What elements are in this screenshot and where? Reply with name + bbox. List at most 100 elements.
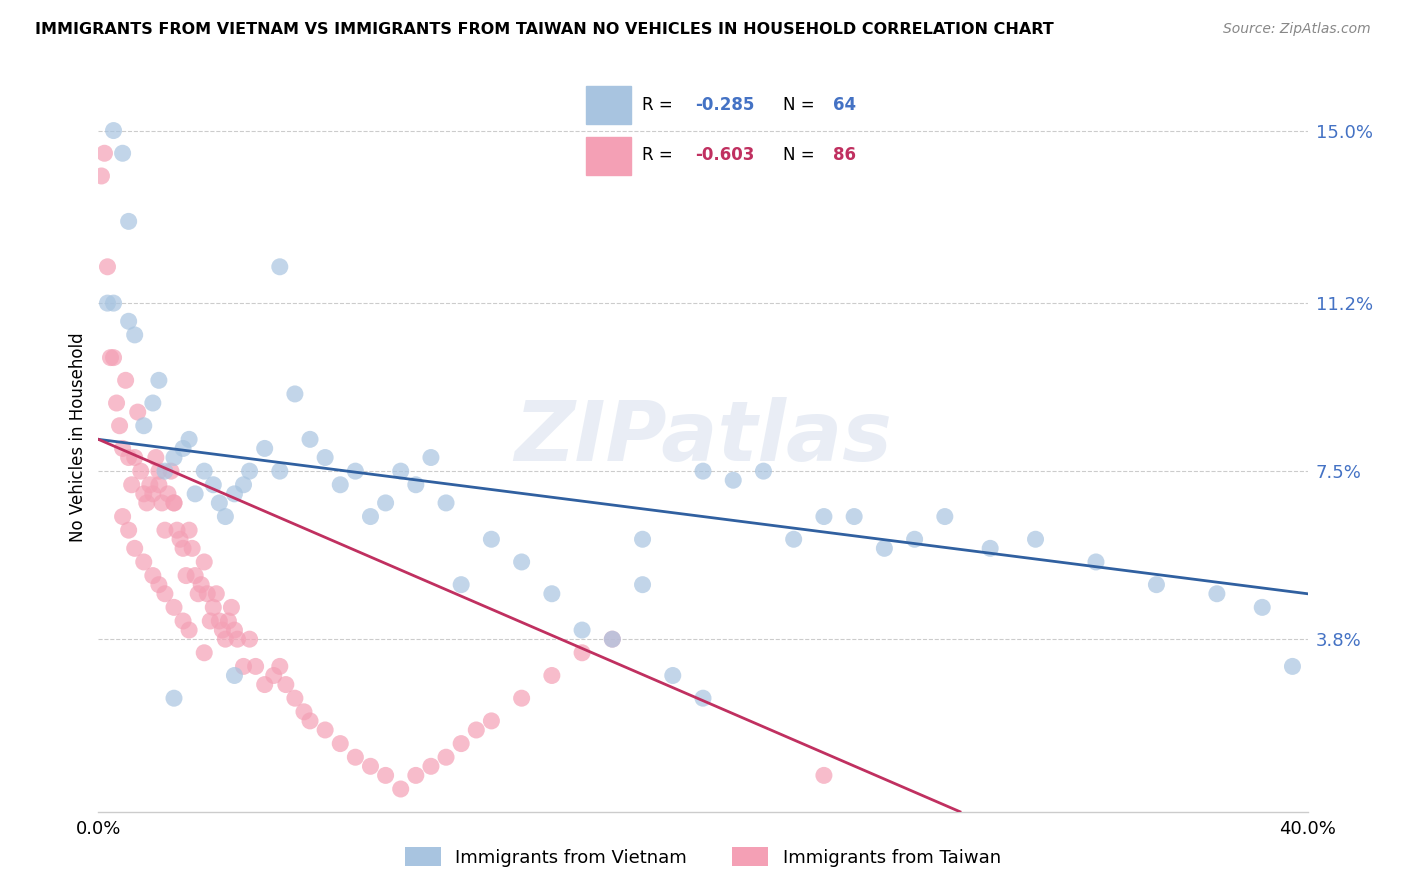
Point	[118, 314, 141, 328]
Point	[148, 373, 170, 387]
Point	[127, 405, 149, 419]
Point	[1144, 577, 1167, 591]
Point	[510, 555, 533, 569]
Point	[571, 623, 593, 637]
Point	[873, 541, 896, 556]
Point	[160, 464, 183, 478]
Point	[263, 668, 285, 682]
Point	[93, 146, 115, 161]
Point	[224, 668, 246, 682]
Point	[813, 509, 835, 524]
Point	[195, 587, 218, 601]
Point	[172, 614, 194, 628]
Point	[150, 496, 173, 510]
Point	[284, 691, 307, 706]
Point	[239, 464, 262, 478]
Point	[1024, 533, 1046, 547]
Point	[139, 477, 162, 491]
Point	[148, 577, 170, 591]
Point	[344, 464, 367, 478]
Point	[314, 723, 336, 737]
Point	[224, 487, 246, 501]
Point	[163, 450, 186, 465]
Point	[111, 146, 134, 161]
Point	[193, 464, 215, 478]
Point	[148, 464, 170, 478]
Point	[153, 587, 176, 601]
Point	[299, 433, 322, 447]
Point	[723, 473, 745, 487]
Point	[145, 450, 167, 465]
Point	[1281, 659, 1303, 673]
Point	[540, 668, 562, 682]
Text: ZIPatlas: ZIPatlas	[515, 397, 891, 477]
Point	[108, 418, 131, 433]
Point	[844, 509, 866, 524]
Point	[200, 614, 222, 628]
Point	[389, 782, 412, 797]
Point	[205, 587, 228, 601]
Point	[202, 600, 225, 615]
Point	[571, 646, 593, 660]
Point	[360, 759, 382, 773]
Point	[132, 555, 155, 569]
Point	[221, 600, 243, 615]
Point	[96, 296, 118, 310]
Point	[232, 477, 254, 491]
Point	[132, 418, 155, 433]
Point	[166, 523, 188, 537]
Point	[434, 750, 457, 764]
Point	[169, 533, 191, 547]
Point	[172, 442, 194, 456]
Point	[631, 533, 654, 547]
Point	[783, 533, 806, 547]
Point	[344, 750, 367, 764]
Point	[124, 450, 146, 465]
Point	[405, 768, 427, 782]
Point	[253, 677, 276, 691]
Point	[269, 260, 291, 274]
Point	[465, 723, 488, 737]
Point	[692, 464, 714, 478]
Point	[187, 587, 209, 601]
Point	[389, 464, 412, 478]
Point	[274, 677, 297, 691]
Point	[142, 396, 165, 410]
Point	[208, 496, 231, 510]
Point	[124, 327, 146, 342]
Point	[163, 691, 186, 706]
Point	[481, 533, 503, 547]
Point	[96, 260, 118, 274]
Point	[245, 659, 267, 673]
Text: Source: ZipAtlas.com: Source: ZipAtlas.com	[1223, 22, 1371, 37]
Point	[360, 509, 382, 524]
Y-axis label: No Vehicles in Household: No Vehicles in Household	[69, 332, 87, 542]
Point	[153, 523, 176, 537]
Point	[148, 477, 170, 491]
Point	[179, 523, 201, 537]
Point	[100, 351, 122, 365]
Point	[979, 541, 1001, 556]
Point	[211, 623, 233, 637]
Point	[232, 659, 254, 673]
Point	[135, 496, 157, 510]
Point	[299, 714, 322, 728]
Point	[163, 496, 186, 510]
Point	[118, 214, 141, 228]
Point	[103, 123, 125, 137]
Point	[602, 632, 624, 647]
Point	[405, 477, 427, 491]
Point	[1251, 600, 1274, 615]
Point	[1206, 587, 1229, 601]
Point	[129, 464, 152, 478]
Point	[226, 632, 249, 647]
Point	[434, 496, 457, 510]
Point	[217, 614, 239, 628]
Point	[174, 568, 197, 582]
Point	[374, 496, 396, 510]
Legend: Immigrants from Vietnam, Immigrants from Taiwan: Immigrants from Vietnam, Immigrants from…	[398, 840, 1008, 874]
Point	[813, 768, 835, 782]
Point	[269, 659, 291, 673]
Point	[172, 541, 194, 556]
Point	[329, 737, 352, 751]
